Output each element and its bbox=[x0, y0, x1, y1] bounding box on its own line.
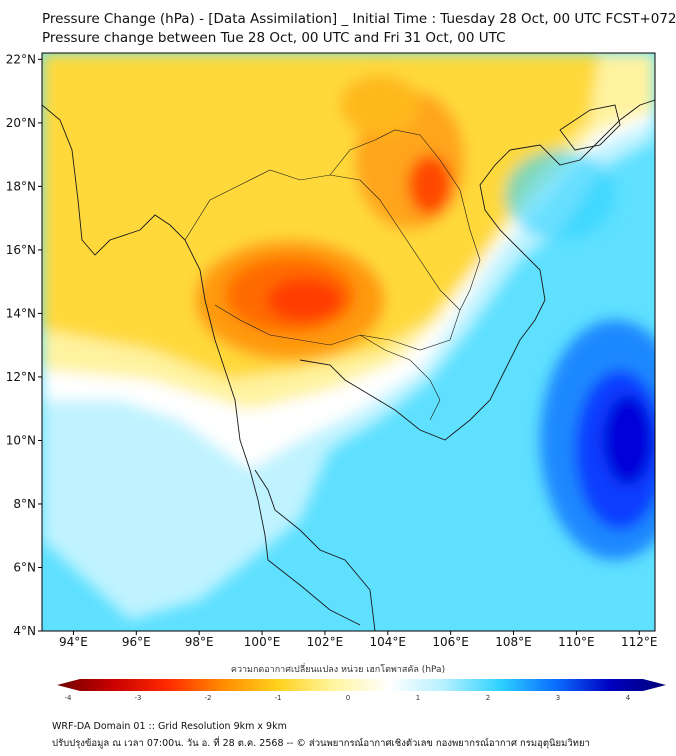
lat-tick-label: 20°N bbox=[6, 116, 36, 130]
lon-tick-label: 108°E bbox=[495, 635, 532, 649]
colorbar-body bbox=[57, 679, 666, 691]
lon-tick-label: 112°E bbox=[621, 635, 658, 649]
coastlines bbox=[42, 99, 655, 631]
lat-tick-label: 12°N bbox=[6, 370, 36, 384]
lat-tick-label: 14°N bbox=[6, 306, 36, 320]
colorbar-tick-label: 4 bbox=[626, 694, 631, 700]
colorbar-tick-label: -2 bbox=[205, 694, 212, 700]
colorbar-tick-label: 0 bbox=[346, 694, 350, 700]
lat-ticks: 4°N 6°N 8°N 10°N 12°N 14°N 16°N 18°N 20°N 22°N bbox=[6, 52, 42, 638]
lat-tick-label: 16°N bbox=[6, 243, 36, 257]
map-frame bbox=[41, 52, 656, 632]
lat-tick-label: 6°N bbox=[13, 560, 36, 574]
lat-tick-label: 4°N bbox=[13, 624, 36, 638]
pressure-field bbox=[42, 53, 655, 631]
chart-title: Pressure Change (hPa) - [Data Assimilati… bbox=[42, 11, 676, 27]
lon-ticks: 94°E 96°E 98°E 100°E 102°E 104°E 106°E 108°E 110… bbox=[59, 631, 658, 649]
colorbar-tick-label: 2 bbox=[486, 694, 490, 700]
lat-tick-label: 10°N bbox=[6, 433, 36, 447]
country-borders bbox=[184, 129, 481, 421]
lon-tick-label: 106°E bbox=[432, 635, 469, 649]
lon-tick-label: 104°E bbox=[370, 635, 407, 649]
colorbar-tick-label: 3 bbox=[556, 694, 560, 700]
lon-tick-label: 100°E bbox=[244, 635, 281, 649]
footer-credit: ปรับปรุงข้อมูล ณ เวลา 07:00น. วัน อ. ที่… bbox=[52, 738, 590, 749]
colorbar-title: ความกดอากาศเปลี่ยนแปลง หน่วย เฮกโตพาสคัล… bbox=[230, 665, 446, 675]
footer-domain: WRF-DA Domain 01 :: Grid Resolution 9km … bbox=[52, 721, 287, 732]
lat-tick-label: 22°N bbox=[6, 52, 36, 66]
colorbar-tick-label: -1 bbox=[275, 694, 282, 700]
pressure-change-map: 4°N 6°N 8°N 10°N 12°N 14°N 16°N 18°N 20°N 22°N 94… bbox=[6, 52, 666, 700]
chart-subtitle: Pressure change between Tue 28 Oct, 00 U… bbox=[42, 30, 506, 46]
lon-tick-label: 94°E bbox=[59, 635, 88, 649]
lat-tick-label: 18°N bbox=[6, 179, 36, 193]
lon-tick-label: 110°E bbox=[558, 635, 595, 649]
colorbar-tick-label: -4 bbox=[65, 694, 73, 700]
lon-tick-label: 96°E bbox=[122, 635, 151, 649]
colorbar-tick-label: 1 bbox=[416, 694, 420, 700]
colorbar-tick-label: -3 bbox=[135, 694, 142, 700]
lon-tick-label: 102°E bbox=[307, 635, 344, 649]
colorbar: -4 -3 -2 -1 0 1 2 3 4 bbox=[57, 679, 666, 700]
lon-tick-label: 98°E bbox=[185, 635, 214, 649]
lat-tick-label: 8°N bbox=[13, 497, 36, 511]
